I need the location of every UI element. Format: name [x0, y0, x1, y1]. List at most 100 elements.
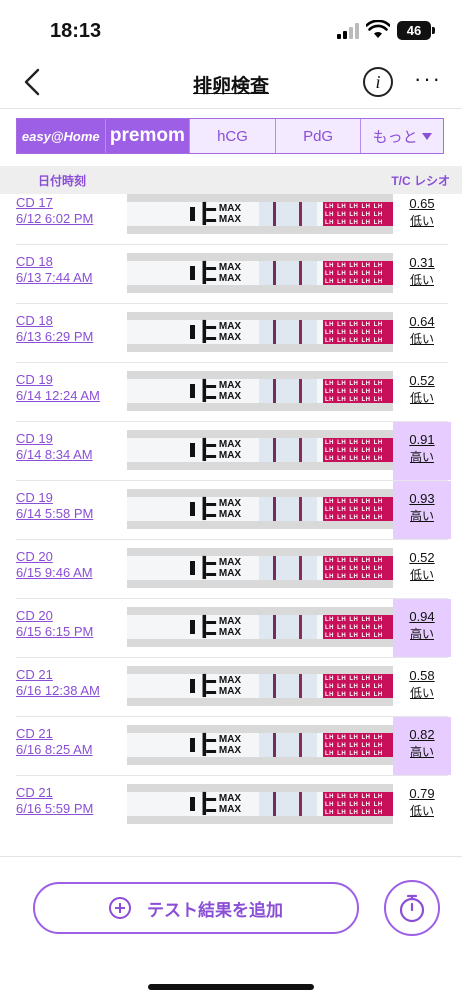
test-result-row[interactable]: CD 21 6/16 12:38 AM ▐▬ MAX ▐▬ MAX LH LH L… [0, 658, 462, 717]
strip-lh-band: LH LH LH LH LH LH LH LH LH LH LH LH LH L… [323, 674, 393, 698]
battery-icon: 46 [397, 21, 435, 40]
test-result-row[interactable]: CD 18 6/13 6:29 PM ▐▬ MAX ▐▬ MAX LH LH LH… [0, 304, 462, 363]
row-date[interactable]: CD 20 6/15 9:46 AM [16, 549, 93, 581]
ratio-level: 低い [409, 686, 434, 700]
test-result-row[interactable]: CD 19 6/14 12:24 AM ▐▬ MAX ▐▬ MAX LH LH L… [0, 363, 462, 422]
row-date[interactable]: CD 19 6/14 5:58 PM [16, 490, 93, 522]
test-result-row[interactable]: CD 20 6/15 9:46 AM ▐▬ MAX ▐▬ MAX LH LH LH… [0, 540, 462, 599]
test-strip-image[interactable]: ▐▬ MAX ▐▬ MAX LH LH LH LH LH LH LH LH LH … [127, 607, 393, 647]
test-strip-image[interactable]: ▐▬ MAX ▐▬ MAX LH LH LH LH LH LH LH LH LH … [127, 194, 393, 234]
tc-ratio[interactable]: 0.91 高い [393, 422, 451, 480]
ratio-value: 0.82 [409, 727, 435, 742]
row-date[interactable]: CD 20 6/15 6:15 PM [16, 608, 93, 640]
test-strip-image[interactable]: ▐▬ MAX ▐▬ MAX LH LH LH LH LH LH LH LH LH … [127, 489, 393, 529]
add-test-result-label: テスト結果を追加 [147, 900, 283, 920]
row-divider [16, 539, 448, 540]
add-test-result-button[interactable]: テスト結果を追加 [33, 882, 359, 934]
ratio-value: 0.52 [409, 550, 435, 565]
strip-marker [190, 266, 195, 280]
strip-max-label: ▐▬ MAX ▐▬ MAX [199, 557, 242, 579]
test-result-row[interactable]: CD 19 6/14 5:58 PM ▐▬ MAX ▐▬ MAX LH LH LH… [0, 481, 462, 540]
ratio-level: 低い [409, 332, 434, 346]
cycle-day: CD 21 [16, 726, 53, 741]
ratio-level: 低い [409, 391, 434, 405]
info-icon[interactable]: i [363, 67, 393, 97]
test-strip-image[interactable]: ▐▬ MAX ▐▬ MAX LH LH LH LH LH LH LH LH LH … [127, 312, 393, 352]
back-icon[interactable] [22, 68, 44, 96]
row-date[interactable]: CD 18 6/13 6:29 PM [16, 313, 93, 345]
test-strip-image[interactable]: ▐▬ MAX ▐▬ MAX LH LH LH LH LH LH LH LH LH … [127, 725, 393, 765]
test-strip-image[interactable]: ▐▬ MAX ▐▬ MAX LH LH LH LH LH LH LH LH LH … [127, 784, 393, 824]
strip-lh-band: LH LH LH LH LH LH LH LH LH LH LH LH LH L… [323, 202, 393, 226]
test-result-row[interactable]: CD 18 6/13 7:44 AM ▐▬ MAX ▐▬ MAX LH LH LH… [0, 245, 462, 304]
cycle-day: CD 18 [16, 313, 53, 328]
strip-lh-band: LH LH LH LH LH LH LH LH LH LH LH LH LH L… [323, 556, 393, 580]
test-strip-image[interactable]: ▐▬ MAX ▐▬ MAX LH LH LH LH LH LH LH LH LH … [127, 666, 393, 706]
status-bar: 18:13 46 [0, 0, 462, 58]
tc-ratio[interactable]: 0.65 低い [393, 194, 451, 244]
tc-ratio[interactable]: 0.52 低い [393, 540, 451, 598]
tab-more[interactable]: もっと [360, 119, 443, 153]
more-options-icon[interactable]: ··· [414, 66, 442, 91]
test-datetime: 6/14 5:58 PM [16, 506, 94, 521]
test-datetime: 6/16 5:59 PM [16, 801, 94, 816]
test-strip-image[interactable]: ▐▬ MAX ▐▬ MAX LH LH LH LH LH LH LH LH LH … [127, 430, 393, 470]
tc-ratio[interactable]: 0.79 低い [393, 776, 451, 834]
timer-button[interactable] [384, 880, 440, 936]
cycle-day: CD 20 [16, 549, 53, 564]
test-strip-image[interactable]: ▐▬ MAX ▐▬ MAX LH LH LH LH LH LH LH LH LH … [127, 253, 393, 293]
row-date[interactable]: CD 21 6/16 5:59 PM [16, 785, 93, 817]
test-result-row[interactable]: CD 17 6/12 6:02 PM ▐▬ MAX ▐▬ MAX LH LH LH… [0, 194, 462, 245]
strip-lh-band: LH LH LH LH LH LH LH LH LH LH LH LH LH L… [323, 792, 393, 816]
row-date[interactable]: CD 17 6/12 6:02 PM [16, 195, 93, 227]
tab-premom[interactable]: premom [104, 119, 190, 153]
tab-hcg[interactable]: hCG [189, 119, 275, 153]
row-date[interactable]: CD 19 6/14 12:24 AM [16, 372, 100, 404]
test-type-tabs: easy@Home premom hCG PdG もっと [16, 118, 444, 154]
tc-ratio[interactable]: 0.82 高い [393, 717, 451, 775]
test-datetime: 6/15 9:46 AM [16, 565, 93, 580]
tab-label: hCG [217, 127, 248, 145]
strip-marker [190, 384, 195, 398]
ratio-level: 高い [409, 745, 434, 759]
tc-ratio[interactable]: 0.64 低い [393, 304, 451, 362]
row-divider [16, 716, 448, 717]
tab-easy-home[interactable]: easy@Home [17, 119, 105, 153]
tc-ratio[interactable]: 0.94 高い [393, 599, 451, 657]
strip-paper: ▐▬ MAX ▐▬ MAX LH LH LH LH LH LH LH LH LH … [127, 320, 393, 344]
tc-ratio[interactable]: 0.58 低い [393, 658, 451, 716]
row-date[interactable]: CD 21 6/16 12:38 AM [16, 667, 100, 699]
tc-ratio[interactable]: 0.52 低い [393, 363, 451, 421]
test-result-row[interactable]: CD 21 6/16 8:25 AM ▐▬ MAX ▐▬ MAX LH LH LH… [0, 717, 462, 776]
test-result-row[interactable]: CD 19 6/14 8:34 AM ▐▬ MAX ▐▬ MAX LH LH LH… [0, 422, 462, 481]
row-date[interactable]: CD 21 6/16 8:25 AM [16, 726, 93, 758]
strip-result-window [259, 320, 317, 344]
cycle-day: CD 19 [16, 372, 53, 387]
test-result-row[interactable]: CD 21 6/16 5:59 PM ▐▬ MAX ▐▬ MAX LH LH LH… [0, 776, 462, 834]
test-line [273, 438, 276, 462]
strip-result-window [259, 733, 317, 757]
strip-max-label: ▐▬ MAX ▐▬ MAX [199, 262, 242, 284]
test-strip-image[interactable]: ▐▬ MAX ▐▬ MAX LH LH LH LH LH LH LH LH LH … [127, 548, 393, 588]
strip-marker [190, 679, 195, 693]
test-line [273, 320, 276, 344]
control-line [299, 379, 302, 403]
test-datetime: 6/16 8:25 AM [16, 742, 93, 757]
ratio-level: 高い [409, 509, 434, 523]
nav-bar: 排卵検査 i ··· [0, 58, 462, 108]
row-date[interactable]: CD 18 6/13 7:44 AM [16, 254, 93, 286]
tab-label: premom [109, 125, 185, 146]
row-date[interactable]: CD 19 6/14 8:34 AM [16, 431, 93, 463]
test-datetime: 6/16 12:38 AM [16, 683, 100, 698]
cycle-day: CD 17 [16, 195, 53, 210]
test-result-row[interactable]: CD 20 6/15 6:15 PM ▐▬ MAX ▐▬ MAX LH LH LH… [0, 599, 462, 658]
tab-pdg[interactable]: PdG [274, 119, 361, 153]
strip-max-label: ▐▬ MAX ▐▬ MAX [199, 380, 242, 402]
test-datetime: 6/13 6:29 PM [16, 329, 94, 344]
test-strip-image[interactable]: ▐▬ MAX ▐▬ MAX LH LH LH LH LH LH LH LH LH … [127, 371, 393, 411]
cycle-day: CD 20 [16, 608, 53, 623]
test-line [273, 615, 276, 639]
tc-ratio[interactable]: 0.93 高い [393, 481, 451, 539]
tc-ratio[interactable]: 0.31 低い [393, 245, 451, 303]
test-results-list[interactable]: CD 17 6/12 6:02 PM ▐▬ MAX ▐▬ MAX LH LH LH… [0, 194, 462, 834]
